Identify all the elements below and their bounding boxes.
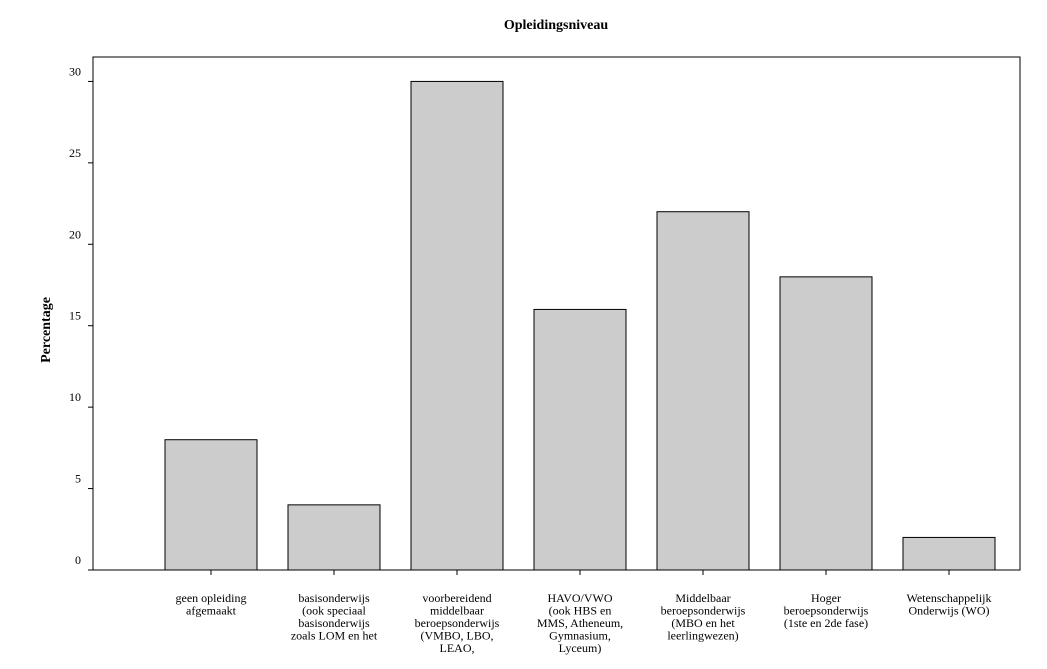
bar xyxy=(656,211,750,571)
x-tick-label-line: leerlingwezen) xyxy=(667,629,738,643)
x-tick-label-line: voorbereidend xyxy=(422,591,491,605)
y-axis-label: Percentage xyxy=(39,297,54,363)
x-tick-label: HAVO/VWO (ook HBS en MMS, Atheneum, Gymnasi… xyxy=(537,591,623,655)
x-tick-label-line: Lyceum) xyxy=(559,641,602,655)
x-tick-label-line: zoals LOM en het xyxy=(291,629,378,643)
x-tick-label-line: (1ste en 2de fase) xyxy=(784,616,868,630)
y-tick-label: 5 xyxy=(75,472,81,486)
x-tick-label: Wetenschappelijk Onderwijs (WO) xyxy=(906,591,991,618)
x-tick-label-line: Hoger xyxy=(811,591,841,605)
x-tick-label-line: Middelbaar xyxy=(675,591,730,605)
x-tick-label: voorbereidend middelbaar beroepsonderwijs(… xyxy=(415,591,500,655)
x-tick-label-line: (ook HBS en xyxy=(549,604,612,618)
x-tick-label-line: beroepsonderwijs xyxy=(661,604,746,618)
x-tick-label-line: MMS, Atheneum, xyxy=(537,616,623,630)
x-tick-label: Hoger beroepsonderwijs (1ste en 2de fase) xyxy=(784,591,869,630)
y-tick-label: 10 xyxy=(69,390,81,404)
bar xyxy=(533,308,627,571)
bar xyxy=(902,536,996,571)
x-tick-label-line: basisonderwijs xyxy=(298,591,370,605)
bar xyxy=(164,439,258,571)
x-tick-label-line: (ook speciaal xyxy=(302,604,366,618)
y-tick-label: 25 xyxy=(69,146,81,160)
y-tick-label: 30 xyxy=(69,64,81,78)
bar xyxy=(287,504,381,571)
chart-title: Opleidingsniveau xyxy=(504,18,608,33)
y-tick-label: 0 xyxy=(75,553,81,567)
x-tick-label-line: (MBO en het xyxy=(671,616,735,630)
bar xyxy=(779,276,873,571)
x-tick-label-line: beroepsonderwijs xyxy=(415,616,500,630)
x-tick-label-line: afgemaakt xyxy=(186,604,237,618)
bar xyxy=(410,80,504,571)
x-tick-label: basisonderwijs (ook speciaal basisonderwij… xyxy=(291,591,378,643)
x-tick-label-line: geen opleiding xyxy=(176,591,247,605)
x-tick-label-line: Wetenschappelijk xyxy=(906,591,991,605)
x-tick-label-line: LEAO, xyxy=(440,641,475,655)
x-tick-label-line: middelbaar xyxy=(430,604,484,618)
x-tick-label-line: HAVO/VWO xyxy=(547,591,612,605)
x-tick-label-line: beroepsonderwijs xyxy=(784,604,869,618)
x-tick-label-line: (VMBO, LBO, xyxy=(420,629,493,643)
x-tick-label: Middelbaar beroepsonderwijs (MBO en het lee… xyxy=(661,591,746,643)
y-tick-label: 20 xyxy=(69,227,81,241)
x-tick-label-line: Gymnasium, xyxy=(549,629,611,643)
x-tick-label-line: basisonderwijs xyxy=(298,616,370,630)
y-tick-label: 15 xyxy=(69,309,81,323)
x-tick-label: geen opleiding afgemaakt xyxy=(176,591,247,618)
x-tick-label-line: Onderwijs (WO) xyxy=(909,604,990,618)
